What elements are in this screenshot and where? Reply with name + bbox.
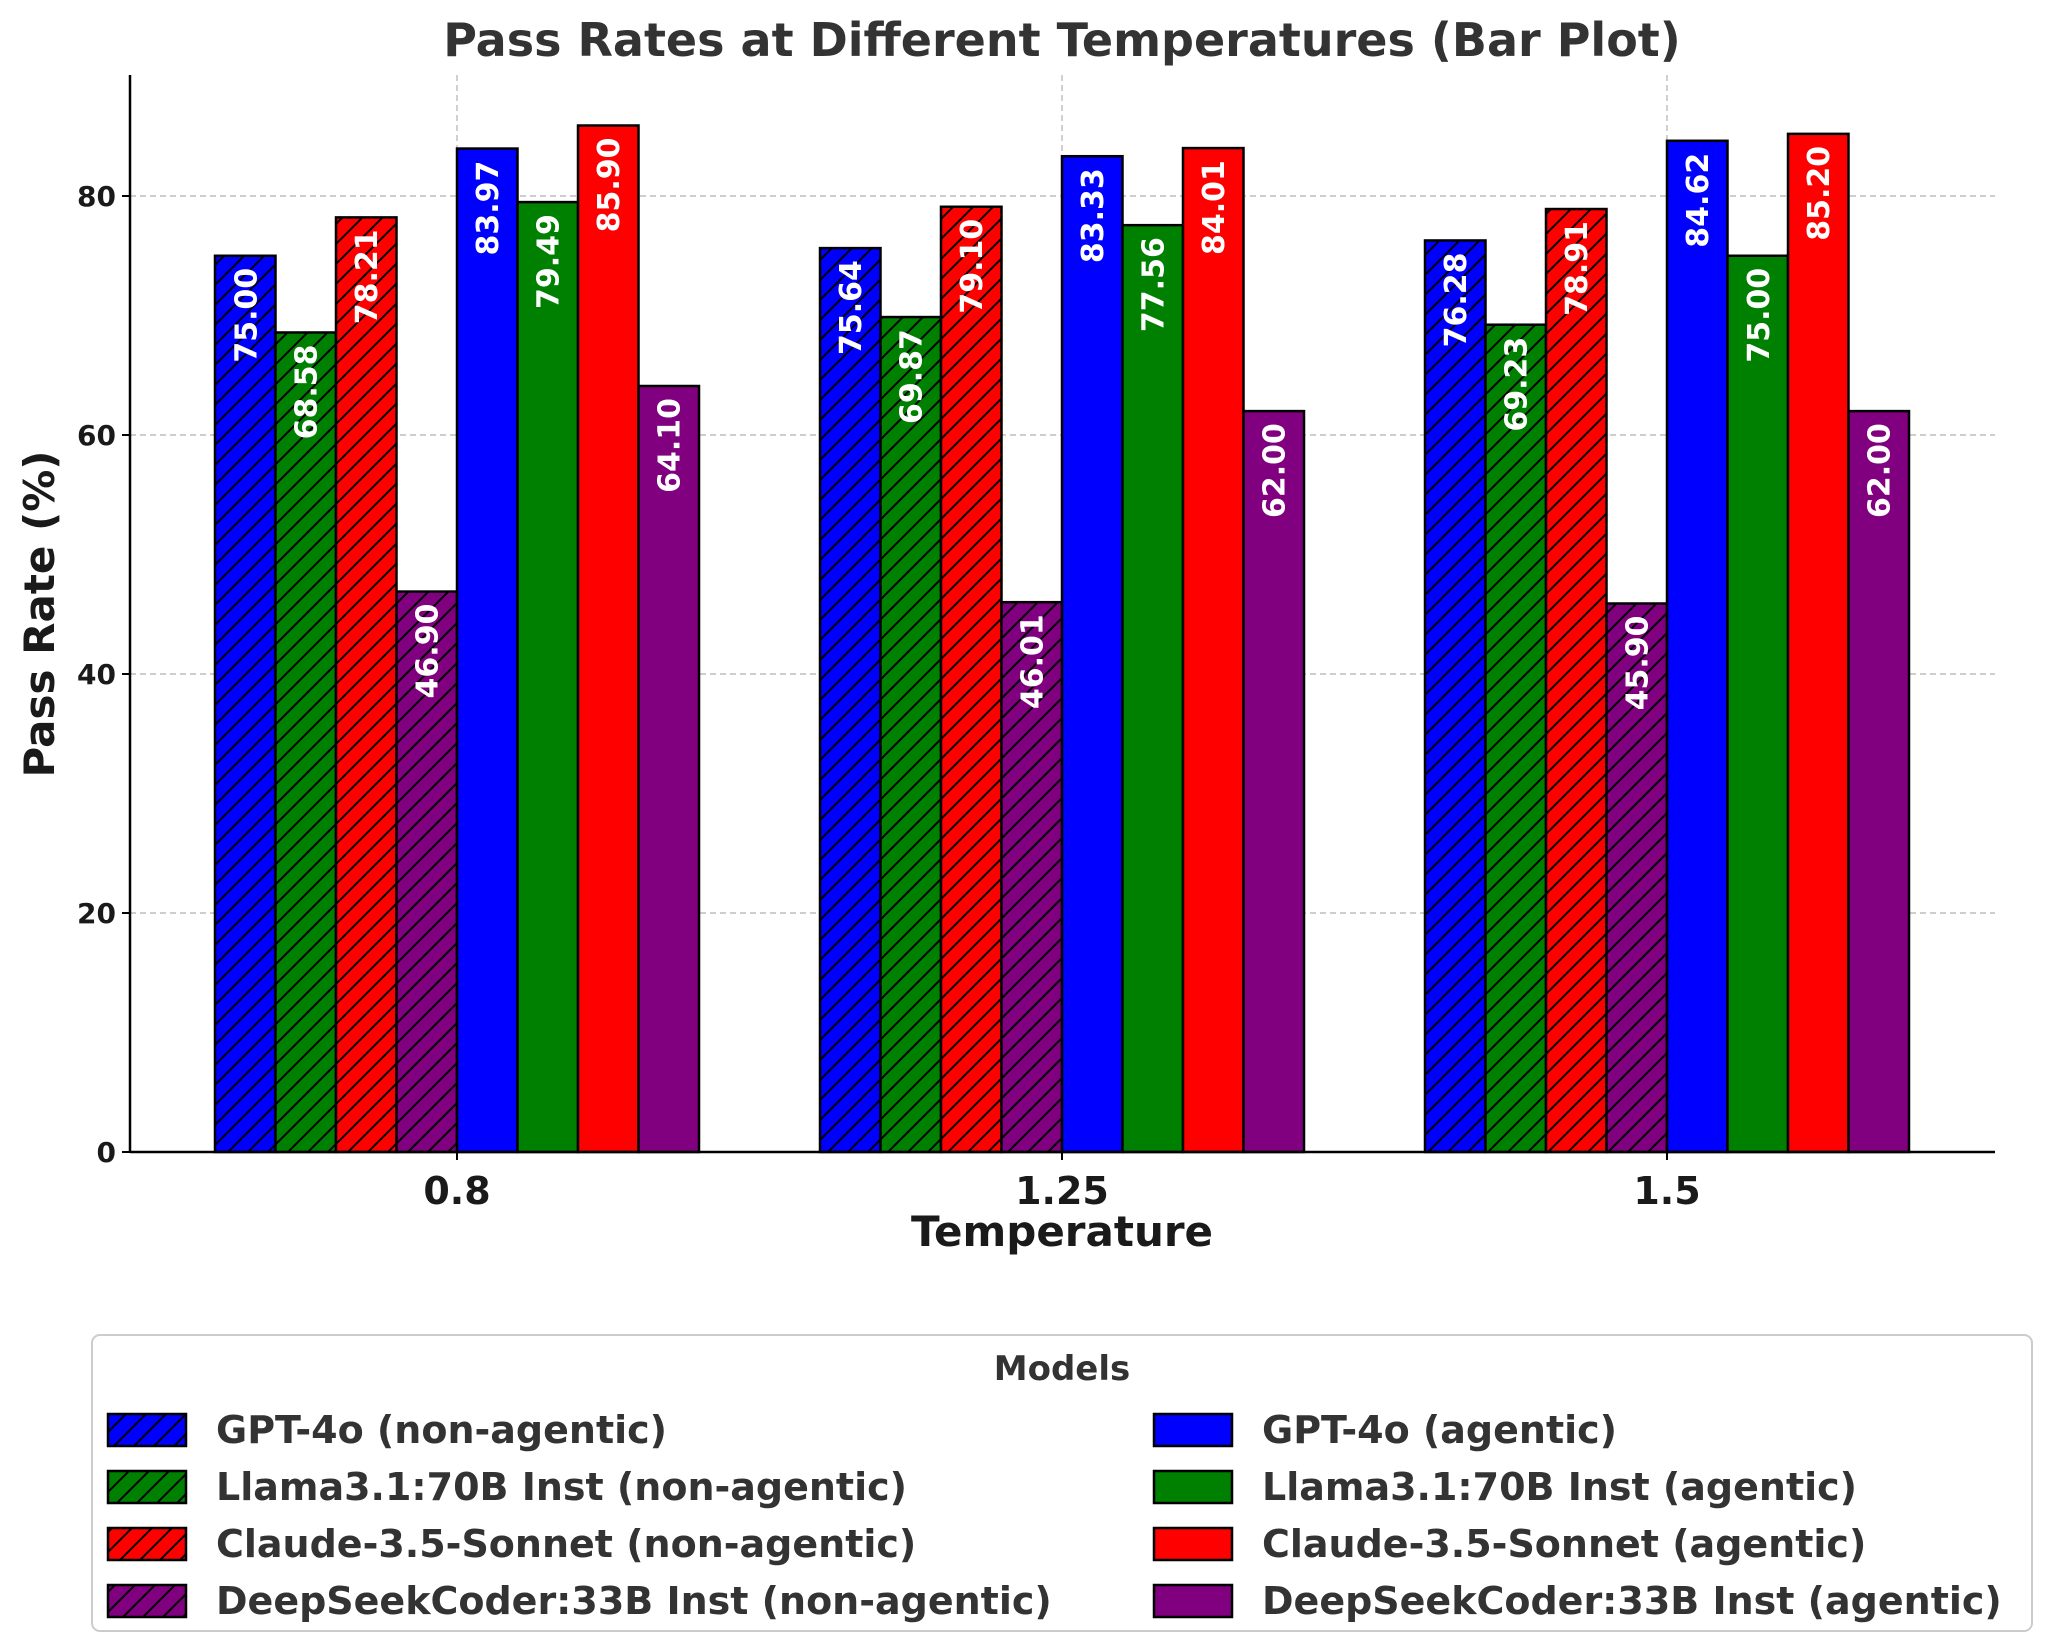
- bar-value-label: 76.28: [1439, 252, 1474, 347]
- bar: [1726, 254, 1790, 1154]
- bar-hatch: [396, 591, 457, 1152]
- legend-swatch: [1152, 1526, 1234, 1562]
- legend-item: Claude-3.5-Sonnet (non-agentic): [106, 1522, 916, 1566]
- bar: [637, 384, 701, 1154]
- legend-swatch: [1152, 1469, 1234, 1505]
- legend-item: DeepSeekCoder:33B Inst (non-agentic): [106, 1579, 1052, 1623]
- legend-title: Models: [994, 1349, 1130, 1389]
- bar-value-label: 45.90: [1621, 615, 1656, 710]
- legend-swatch-hatch: [108, 1528, 186, 1560]
- bar-hatch: [1546, 209, 1607, 1152]
- bar-value-label: 69.87: [895, 329, 930, 424]
- y-tick-label: 0: [97, 1136, 116, 1169]
- legend: Models GPT-4o (non-agentic) Llama3.1:70B …: [91, 1334, 2033, 1632]
- legend-item: GPT-4o (non-agentic): [106, 1408, 667, 1452]
- bar: [1121, 223, 1185, 1154]
- legend-swatch-hatch: [108, 1414, 186, 1446]
- bar: [455, 147, 519, 1154]
- bar-value-label: 62.00: [1863, 423, 1898, 518]
- legend-swatch-hatch: [108, 1585, 186, 1617]
- bar-hatch: [1606, 603, 1667, 1152]
- x-tick-label: 0.8: [423, 1169, 490, 1213]
- chart-title: Pass Rates at Different Temperatures (Ba…: [443, 13, 1681, 67]
- bar-value-label: 79.49: [532, 214, 567, 309]
- bar: [1181, 146, 1245, 1154]
- bar-value-label: 77.56: [1137, 237, 1172, 332]
- bar-value-label: 78.91: [1560, 221, 1595, 316]
- bar: [1060, 154, 1124, 1154]
- bar-hatch: [1485, 324, 1546, 1152]
- bar-value-label: 85.20: [1802, 146, 1837, 241]
- bar: [1847, 409, 1911, 1154]
- y-tick-label: 40: [77, 658, 116, 691]
- bar: [516, 200, 580, 1154]
- y-tick-label: 60: [77, 419, 116, 452]
- legend-item: Llama3.1:70B Inst (agentic): [1152, 1465, 1857, 1509]
- bar-hatch: [336, 217, 397, 1152]
- legend-item: DeepSeekCoder:33B Inst (agentic): [1152, 1579, 2002, 1623]
- bar: [1242, 409, 1306, 1154]
- legend-label: Llama3.1:70B Inst (agentic): [1262, 1465, 1857, 1509]
- bar-labels: 75.00 68.58 78.21 46.90 83.97 79.49 85.90 64.10…: [229, 137, 1898, 710]
- legend-swatch-hatch: [108, 1471, 186, 1503]
- bar-value-label: 83.97: [471, 161, 506, 256]
- bar-value-label: 84.01: [1197, 160, 1232, 255]
- legend-label: GPT-4o (agentic): [1262, 1408, 1617, 1452]
- legend-label: DeepSeekCoder:33B Inst (non-agentic): [216, 1579, 1052, 1623]
- bar-value-label: 68.58: [290, 344, 325, 439]
- legend-frame: [91, 1334, 2033, 1632]
- x-ticks: 0.8 1.25 1.5: [423, 1152, 1701, 1213]
- legend-swatch: [1152, 1412, 1234, 1448]
- bar-value-label: 84.62: [1681, 153, 1716, 248]
- legend-label: DeepSeekCoder:33B Inst (agentic): [1262, 1579, 2002, 1623]
- bar: [1786, 132, 1850, 1154]
- legend-label: Llama3.1:70B Inst (non-agentic): [216, 1465, 907, 1509]
- bar-hatch: [215, 255, 276, 1152]
- bar-value-label: 83.33: [1076, 168, 1111, 263]
- bar-value-label: 85.90: [592, 137, 627, 232]
- bars: [213, 124, 1911, 1154]
- legend-item: GPT-4o (agentic): [1152, 1408, 1617, 1452]
- bar-value-label: 62.00: [1258, 423, 1293, 518]
- bar-hatch: [1001, 602, 1062, 1152]
- legend-swatch: [1152, 1583, 1234, 1619]
- legend-label: GPT-4o (non-agentic): [216, 1408, 667, 1452]
- bar-value-label: 64.10: [653, 398, 688, 493]
- bar-hatch: [820, 248, 881, 1153]
- bar-value-label: 75.64: [834, 260, 869, 355]
- bar-value-label: 75.00: [229, 268, 264, 363]
- y-tick-label: 80: [77, 180, 116, 213]
- bar-hatch: [1425, 240, 1486, 1153]
- legend-label: Claude-3.5-Sonnet (non-agentic): [216, 1522, 916, 1566]
- y-axis-label: Pass Rate (%): [15, 451, 64, 778]
- bar-hatch: [275, 332, 336, 1152]
- bar-hatch: [880, 317, 941, 1153]
- bar-value-label: 46.01: [1016, 614, 1051, 709]
- bar: [1665, 139, 1729, 1154]
- y-tick-label: 20: [77, 897, 116, 930]
- y-ticks: 0 20 40 60 80: [77, 180, 130, 1169]
- legend-label: Claude-3.5-Sonnet (agentic): [1262, 1522, 1866, 1566]
- bar-value-label: 46.90: [411, 604, 446, 699]
- bar-value-label: 69.23: [1500, 337, 1535, 432]
- bar: [576, 124, 640, 1154]
- bar-value-label: 75.00: [1742, 268, 1777, 363]
- legend-item: Claude-3.5-Sonnet (agentic): [1152, 1522, 1866, 1566]
- x-tick-label: 1.25: [1015, 1169, 1109, 1213]
- bar-value-label: 78.21: [350, 229, 385, 324]
- x-tick-label: 1.5: [1633, 1169, 1700, 1213]
- bar-hatch: [941, 206, 1002, 1152]
- x-axis-label: Temperature: [911, 1207, 1213, 1256]
- bar-value-label: 79.10: [955, 219, 990, 314]
- legend-item: Llama3.1:70B Inst (non-agentic): [106, 1465, 907, 1509]
